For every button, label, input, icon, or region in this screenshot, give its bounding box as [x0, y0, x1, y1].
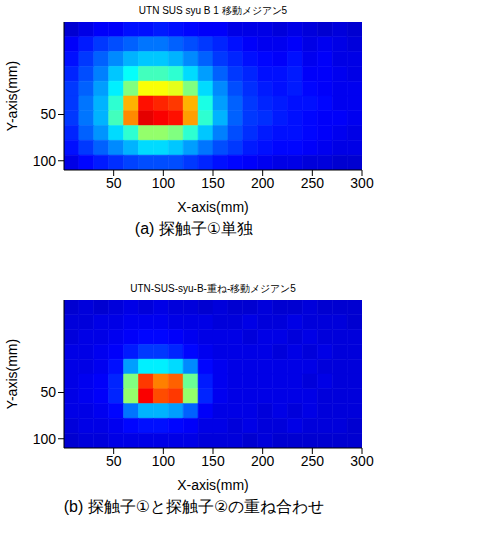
- svg-text:150: 150: [201, 453, 225, 469]
- svg-text:Y-axis(mm): Y-axis(mm): [4, 339, 20, 409]
- svg-text:200: 200: [251, 175, 275, 191]
- svg-text:50: 50: [40, 106, 56, 122]
- svg-text:100: 100: [33, 431, 57, 447]
- svg-text:300: 300: [350, 175, 374, 191]
- html-text:UTN SUS syu B 1 移動メジアン5: UTN SUS syu B 1 移動メジアン5: [138, 5, 288, 16]
- svg-text:50: 50: [106, 175, 122, 191]
- svg-text:100: 100: [152, 453, 176, 469]
- svg-text:50: 50: [40, 384, 56, 400]
- svg-text:X-axis(mm): X-axis(mm): [177, 477, 249, 493]
- svg-text:200: 200: [251, 453, 275, 469]
- svg-text:X-axis(mm): X-axis(mm): [177, 199, 249, 215]
- html-text:UTN-SUS-syu-B-重ね-移動メジアン5: UTN-SUS-syu-B-重ね-移動メジアン5: [130, 283, 296, 294]
- svg-text:300: 300: [350, 453, 374, 469]
- html-text:(a) 探触子①単独: (a) 探触子①単独: [134, 220, 254, 237]
- svg-text:100: 100: [152, 175, 176, 191]
- svg-text:250: 250: [301, 175, 325, 191]
- svg-text:250: 250: [301, 453, 325, 469]
- svg-text:Y-axis(mm): Y-axis(mm): [4, 61, 20, 131]
- svg-text:100: 100: [33, 153, 57, 169]
- html-text:(b) 探触子①と探触子②の重ね合わせ: (b) 探触子①と探触子②の重ね合わせ: [63, 498, 325, 515]
- svg-text:150: 150: [201, 175, 225, 191]
- svg-text:50: 50: [106, 453, 122, 469]
